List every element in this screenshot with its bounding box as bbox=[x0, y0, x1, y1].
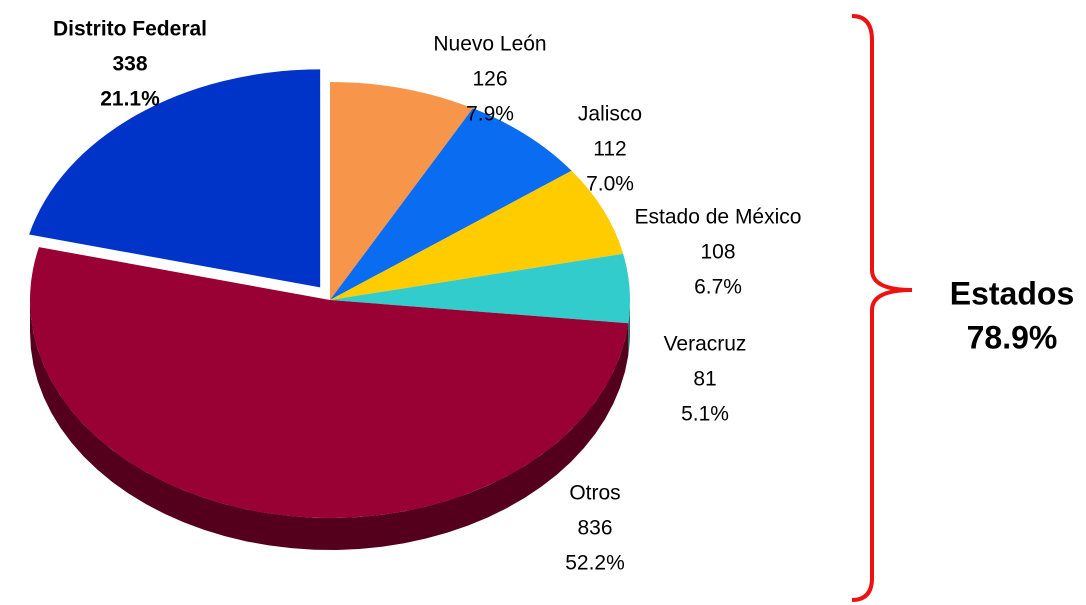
slice bbox=[330, 108, 572, 300]
slice bbox=[330, 253, 630, 324]
slice-label: Otros bbox=[569, 482, 620, 505]
slice-label: Veracruz bbox=[664, 333, 747, 356]
slice-percent: 5.1% bbox=[681, 403, 729, 426]
slice-percent: 21.1% bbox=[100, 88, 160, 111]
slice-percent: 7.9% bbox=[466, 103, 514, 126]
slice-count: 108 bbox=[700, 241, 735, 264]
slice-label: Jalisco bbox=[578, 103, 642, 126]
slice bbox=[29, 69, 321, 288]
slice-label: Nuevo León bbox=[433, 33, 546, 56]
slice-label: Estado de México bbox=[635, 206, 802, 229]
slice-count: 81 bbox=[693, 368, 716, 391]
slice-label: Distrito Federal bbox=[53, 18, 207, 41]
annotation-label: 78.9% bbox=[967, 319, 1058, 355]
slice bbox=[30, 247, 629, 518]
slice-count: 112 bbox=[593, 138, 626, 161]
slice-percent: 6.7% bbox=[694, 276, 742, 299]
slice-side bbox=[628, 300, 630, 356]
slice-count: 836 bbox=[577, 517, 612, 540]
slice bbox=[330, 170, 624, 300]
slice-count: 338 bbox=[112, 53, 147, 76]
slice-count: 126 bbox=[472, 68, 507, 91]
annotation-title: Estados bbox=[950, 275, 1074, 311]
slice-percent: 7.0% bbox=[586, 173, 634, 196]
slice-percent: 52.2% bbox=[565, 552, 625, 575]
brace bbox=[851, 14, 913, 602]
slice bbox=[330, 82, 473, 300]
